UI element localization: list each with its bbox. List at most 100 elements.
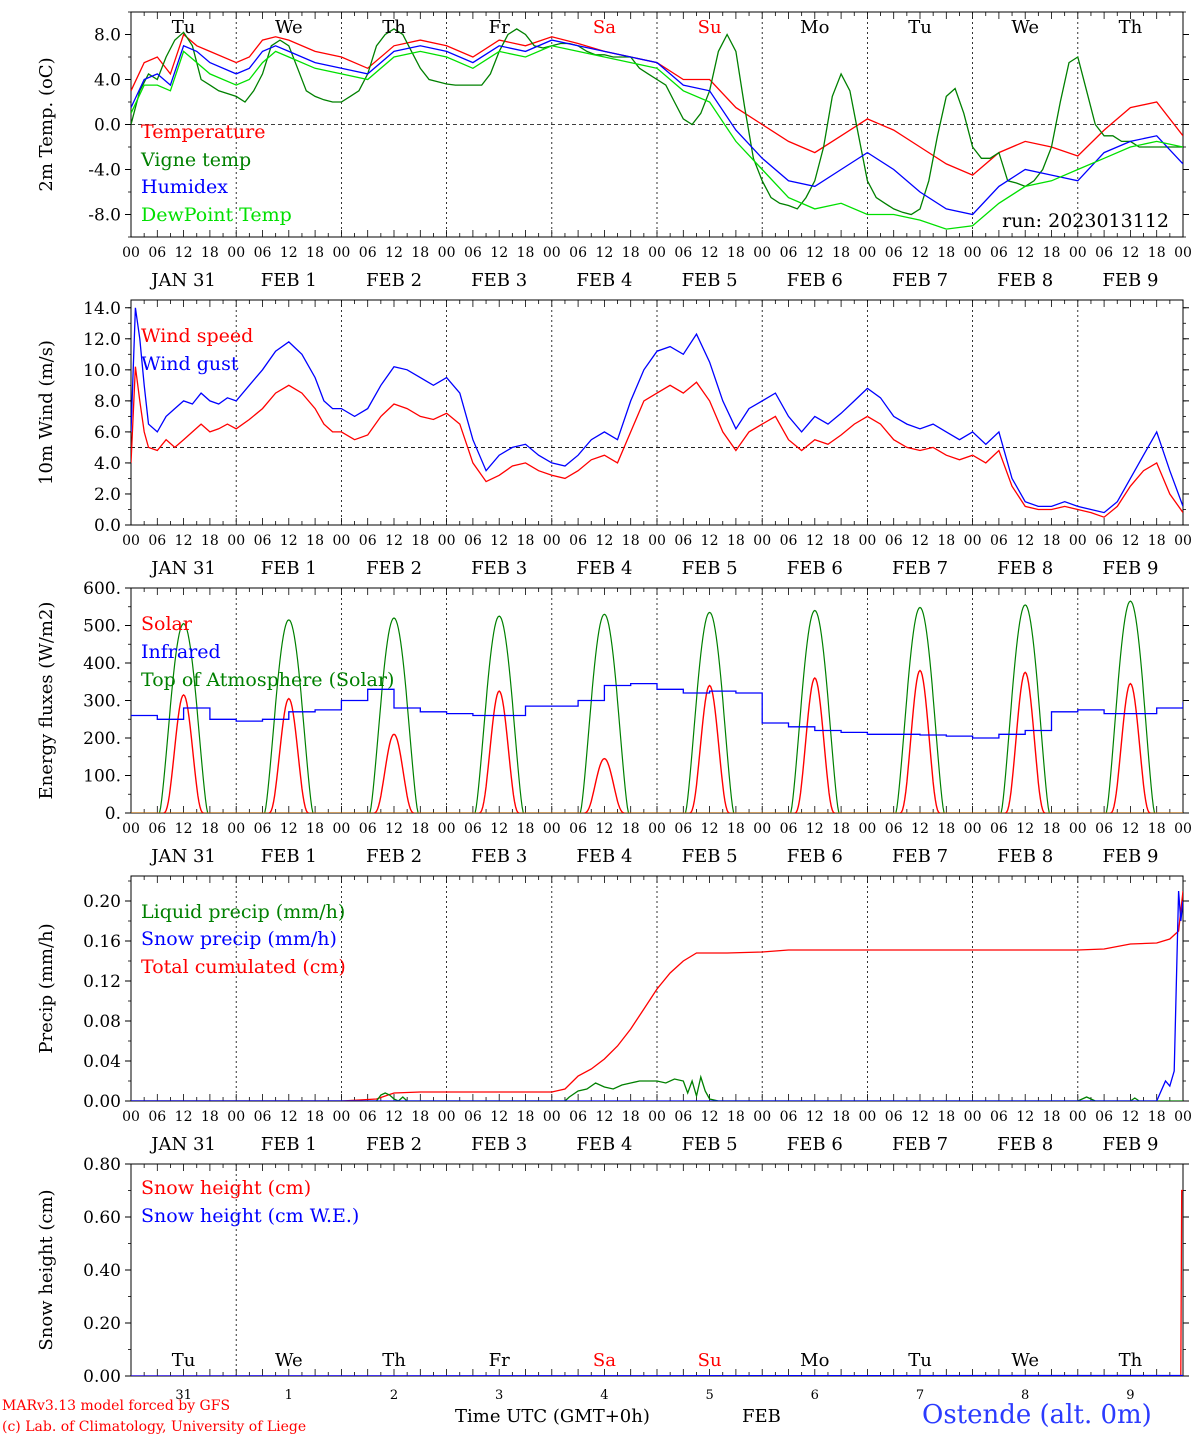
day-of-week-label: Th [382,17,406,38]
hour-tick-label: 12 [911,533,929,549]
day-of-week-label: Tu [172,17,196,38]
day-of-week-label: Th [382,1350,406,1371]
hour-tick-label: 12 [490,1109,508,1125]
hour-tick-label: 18 [306,1109,324,1125]
month-label: FEB [742,1406,781,1427]
hour-tick-label: 18 [832,533,850,549]
y-tick-label: 0.20 [83,892,121,912]
y-tick-label: 500. [83,617,121,637]
hour-tick-label: 18 [1148,533,1166,549]
hour-tick-label: 18 [727,533,745,549]
legend-entry: Total cumulated (cm) [141,956,346,978]
hour-tick-label: 00 [1174,1109,1192,1125]
y-tick-label: 12.0 [83,330,121,350]
y-tick-label: 600. [83,579,121,599]
legend-entry: Wind speed [141,325,253,347]
plot-area [131,307,1183,518]
hour-tick-label: 06 [359,1109,377,1125]
hour-tick-label: 06 [1095,1109,1113,1125]
date-label: JAN 31 [149,846,216,867]
date-label: FEB 3 [471,558,527,579]
hour-tick-label: 06 [885,533,903,549]
hour-tick-label: 00 [1069,245,1087,261]
hour-tick-label: 12 [490,245,508,261]
hour-tick-label: 12 [595,245,613,261]
date-label: JAN 31 [149,558,216,579]
hour-tick-label: 12 [806,533,824,549]
hour-tick-label: 00 [858,533,876,549]
hour-tick-label: 12 [385,821,403,837]
hour-tick-label: 00 [438,533,456,549]
hour-tick-label: 00 [753,245,771,261]
hour-tick-label: 18 [517,1109,535,1125]
lab-credit: (c) Lab. of Climatology, University of L… [2,1419,307,1435]
series-snow-precip-mm-h [131,890,1183,1101]
hour-tick-label: 18 [832,1109,850,1125]
hour-tick-label: 18 [727,245,745,261]
model-credit: MARv3.13 model forced by GFS [2,1398,231,1414]
y-tick-label: 0.80 [83,1155,121,1175]
day-of-week-label: Mo [800,1350,829,1371]
solar-line [268,697,309,813]
hour-tick-label: 00 [753,533,771,549]
hour-tick-label: 00 [648,821,666,837]
hour-tick-label: 18 [1043,533,1061,549]
hour-tick-label: 06 [359,245,377,261]
date-label: FEB 6 [787,270,843,291]
toa-solar-line [1000,604,1050,813]
date-label: FEB 5 [682,1134,738,1155]
hour-tick-label: 18 [937,821,955,837]
hour-tick-label: 18 [832,245,850,261]
day-of-week-label: Tu [908,17,932,38]
solar-line [163,693,204,813]
hour-tick-label: 00 [227,533,245,549]
hour-tick-label: 18 [622,1109,640,1125]
toa-solar-line [369,617,419,813]
hour-tick-label: 06 [254,821,272,837]
day-of-week-label: Mo [800,17,829,38]
hour-tick-label: 12 [490,533,508,549]
hour-tick-label: 12 [701,1109,719,1125]
series-temperature [131,33,1183,176]
toa-solar-line [158,622,209,813]
hour-tick-label: 00 [964,533,982,549]
hour-tick-label: 18 [201,1109,219,1125]
hour-tick-label: 00 [543,245,561,261]
hour-tick-label: 06 [464,533,482,549]
hour-tick-label: 00 [858,821,876,837]
hour-tick-label: 00 [964,245,982,261]
y-tick-label: 10.0 [83,361,121,381]
day-number-label: 1 [285,1388,293,1403]
hour-tick-label: 06 [674,821,692,837]
hour-tick-label: 18 [306,821,324,837]
y-tick-label: 0.16 [83,932,121,952]
day-of-week-label: We [275,1350,303,1371]
hour-tick-label: 12 [385,533,403,549]
toa-solar-line [474,615,524,813]
hour-tick-label: 12 [1016,821,1034,837]
date-label: FEB 3 [471,1134,527,1155]
legend-entry: Snow height (cm W.E.) [141,1205,359,1227]
day-number-label: 8 [1021,1388,1029,1403]
hour-tick-label: 18 [517,533,535,549]
hour-tick-label: 12 [1121,821,1139,837]
hour-tick-label: 18 [517,821,535,837]
date-label: FEB 7 [892,270,948,291]
hour-tick-label: 18 [201,245,219,261]
hour-tick-label: 06 [148,533,166,549]
y-axis-label: 2m Temp. (oC) [36,57,57,191]
date-label: FEB 7 [892,846,948,867]
date-label: FEB 9 [1102,846,1158,867]
y-tick-label: 0.60 [83,1208,121,1228]
day-number-label: 9 [1126,1388,1134,1403]
hour-tick-label: 06 [990,245,1008,261]
day-of-week-label: Tu [172,1350,196,1371]
plot-area [131,890,1183,1101]
solar-line [374,733,414,813]
series-snow-height-cm-w-e [131,1374,1183,1376]
hour-tick-label: 12 [595,1109,613,1125]
y-tick-label: -4.0 [88,161,121,181]
y-tick-label: 0.20 [83,1314,121,1334]
series-humidex [131,39,1183,216]
